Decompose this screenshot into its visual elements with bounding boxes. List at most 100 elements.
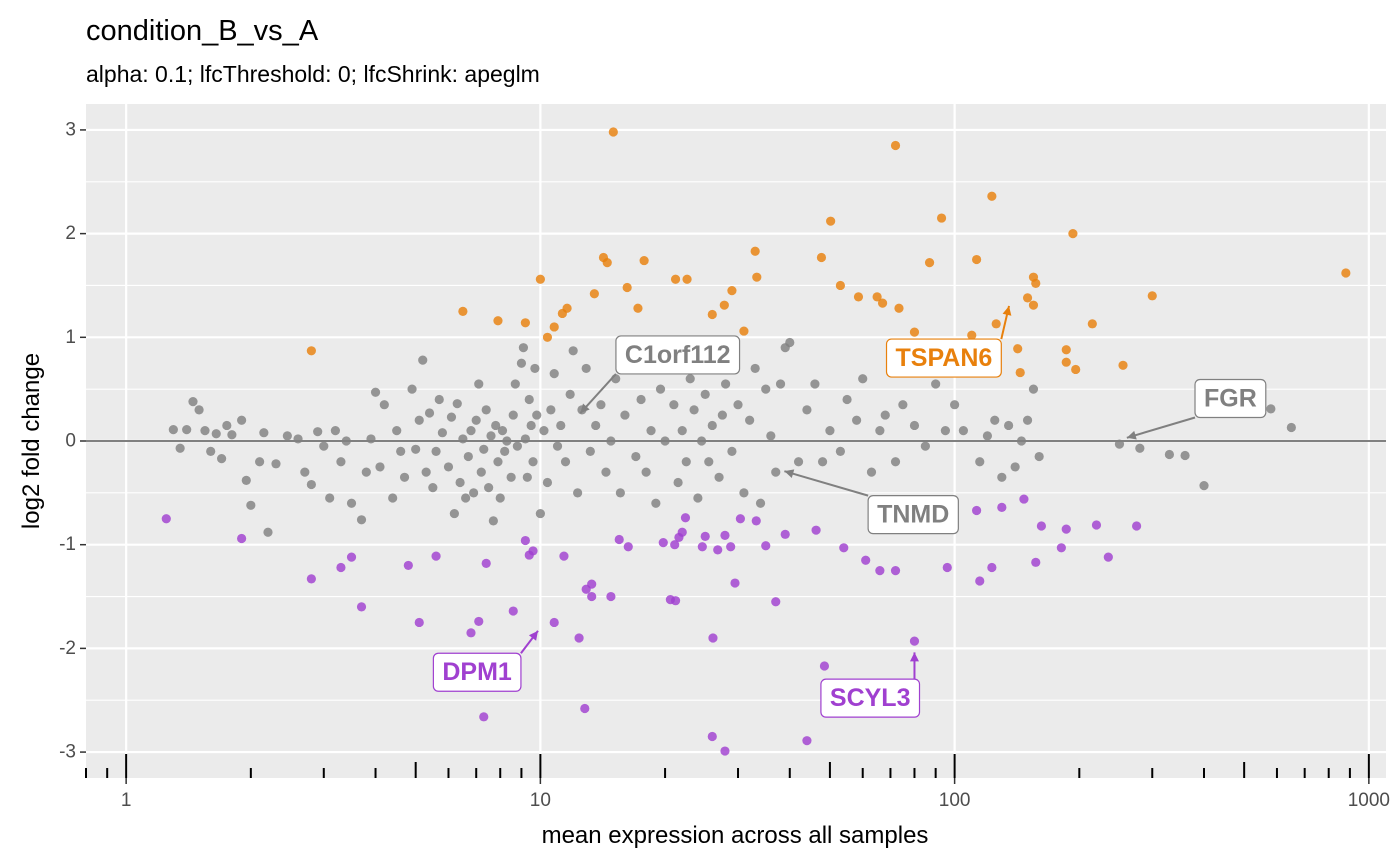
point-down: [730, 578, 740, 588]
gene-label-arrowhead: [784, 469, 795, 478]
point-nonsig: [282, 431, 292, 441]
point-down: [508, 606, 518, 616]
y-tick-label: -3: [59, 742, 76, 763]
point-up: [520, 318, 530, 328]
point-nonsig: [696, 436, 707, 446]
point-nonsig: [1164, 449, 1175, 460]
point-nonsig: [463, 451, 473, 462]
point-down: [574, 633, 584, 643]
point-nonsig: [573, 488, 583, 498]
point-up: [682, 274, 692, 284]
point-nonsig: [785, 337, 795, 348]
point-nonsig: [539, 426, 549, 436]
point-down: [614, 534, 624, 545]
point-nonsig: [950, 400, 960, 410]
point-nonsig: [469, 488, 479, 498]
gene-label-text: TSPAN6: [896, 344, 993, 372]
point-down: [997, 502, 1007, 512]
point-nonsig: [733, 400, 743, 410]
point-down: [587, 579, 597, 589]
gene-label-arrowhead: [580, 403, 590, 414]
point-down: [481, 558, 491, 568]
point-up: [306, 346, 316, 356]
point-down: [697, 542, 707, 552]
point-nonsig: [313, 427, 323, 437]
point-nonsig: [825, 426, 835, 436]
point-nonsig: [168, 424, 178, 435]
gene-labels: C1orf112 TSPAN6 FGR TNMD DPM1 SCYL3: [432, 305, 1267, 718]
point-nonsig: [479, 444, 489, 454]
point-nonsig: [880, 410, 890, 420]
gene-label-fgr: FGR: [1126, 378, 1267, 440]
point-nonsig: [516, 358, 527, 368]
gene-label-arrowhead: [1002, 305, 1012, 316]
point-nonsig: [601, 467, 611, 477]
point-nonsig: [898, 400, 908, 410]
point-up: [639, 255, 649, 266]
point-nonsig: [452, 399, 462, 409]
point-nonsig: [549, 369, 559, 379]
y-tick-label: 1: [65, 327, 76, 348]
point-nonsig: [471, 415, 481, 425]
gene-label-text: TNMD: [877, 501, 949, 529]
x-tick-label: 1000: [1348, 790, 1390, 811]
point-nonsig: [330, 426, 340, 436]
point-down: [670, 596, 681, 606]
point-up: [608, 127, 618, 137]
point-up: [1061, 345, 1071, 355]
point-nonsig: [336, 457, 346, 467]
point-nonsig: [1114, 439, 1125, 449]
point-down: [987, 562, 997, 573]
point-nonsig: [1266, 404, 1276, 414]
point-nonsig: [222, 420, 232, 431]
point-nonsig: [493, 457, 503, 467]
point-nonsig: [866, 467, 877, 477]
point-up: [1118, 360, 1128, 370]
point-nonsig: [481, 405, 491, 415]
gene-label-arrowhead: [1126, 430, 1137, 440]
point-up: [707, 309, 717, 320]
point-down: [875, 566, 885, 576]
point-nonsig: [458, 434, 468, 444]
point-down: [708, 633, 718, 643]
point-nonsig: [520, 434, 530, 444]
point-nonsig: [466, 426, 476, 436]
point-down: [580, 703, 590, 714]
point-up: [602, 258, 612, 268]
point-up: [719, 300, 729, 310]
point-nonsig: [512, 441, 522, 451]
point-nonsig: [508, 410, 518, 420]
point-nonsig: [300, 467, 310, 477]
point-nonsig: [1180, 450, 1190, 461]
point-nonsig: [379, 400, 389, 410]
point-nonsig: [346, 498, 357, 508]
point-nonsig: [568, 346, 578, 356]
point-up: [493, 316, 503, 326]
point-nonsig: [793, 457, 804, 467]
point-nonsig: [852, 415, 862, 425]
point-nonsig: [636, 394, 646, 405]
point-nonsig: [1199, 480, 1209, 491]
gene-label-arrowhead: [528, 630, 538, 641]
point-down: [735, 514, 746, 524]
point-nonsig: [835, 446, 846, 456]
data-points: [161, 127, 1351, 756]
point-up: [542, 332, 553, 342]
gene-label-box: [432, 652, 522, 692]
point-nonsig: [581, 363, 591, 374]
point-down: [623, 542, 633, 552]
point-nonsig: [1034, 451, 1044, 462]
point-nonsig: [596, 400, 606, 410]
point-down: [587, 591, 597, 602]
point-down: [606, 591, 616, 602]
point-down: [346, 552, 357, 562]
point-nonsig: [510, 379, 520, 389]
point-nonsig: [606, 436, 616, 446]
point-up: [1147, 291, 1157, 301]
point-nonsig: [704, 457, 714, 467]
point-nonsig: [443, 462, 454, 472]
point-down: [474, 616, 484, 627]
point-nonsig: [766, 431, 776, 441]
point-nonsig: [651, 498, 661, 508]
point-nonsig: [396, 446, 406, 456]
